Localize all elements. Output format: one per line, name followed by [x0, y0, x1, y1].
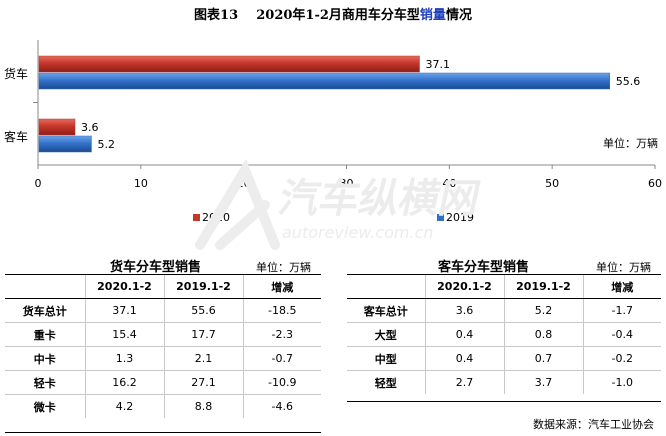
chart-unit-label: 单位：万辆 — [603, 136, 658, 150]
row-label: 微卡 — [5, 394, 86, 418]
table-cell: 2.7 — [425, 370, 505, 394]
table-row: 中型 0.4 0.7 -0.2 — [347, 346, 661, 371]
truck-table-title: 货车分车型销售 — [110, 260, 202, 275]
table-cell: 17.7 — [164, 322, 244, 347]
table-cell: 55.6 — [164, 298, 244, 323]
data-label: 3.6 — [81, 121, 99, 134]
table-cell: -18.5 — [243, 298, 321, 323]
bus-header-2020: 2020.1-2 — [425, 275, 505, 299]
bus-table: 2020.1-2 2019.1-2 增减 客车总计 3.6 5.2 -1.7 大型 0.4… — [347, 275, 661, 394]
table-cell: 4.2 — [85, 394, 165, 418]
bus-header-blank — [347, 275, 426, 299]
row-label: 大型 — [347, 322, 426, 347]
table-cell: 0.8 — [504, 322, 584, 347]
table-row: 轻型 2.7 3.7 -1.0 — [347, 370, 661, 394]
bar-2019 — [38, 72, 611, 90]
x-tick-label: 50 — [545, 177, 559, 190]
truck-header-change: 增减 — [243, 275, 321, 299]
table-row: 轻卡 16.2 27.1 -10.9 — [5, 370, 321, 395]
table-cell: -10.9 — [243, 370, 321, 395]
table-cell: 15.4 — [85, 322, 165, 347]
bus-header-2019: 2019.1-2 — [504, 275, 584, 299]
data-label: 55.6 — [616, 75, 641, 88]
bus-table-header-row: 2020.1-2 2019.1-2 增减 — [347, 275, 661, 299]
figure-title: 图表13 2020年1-2月商用车分车型销量情况 — [0, 4, 666, 23]
table-cell: 37.1 — [85, 298, 165, 323]
data-source-note: 数据来源：汽车工业协会 — [533, 418, 654, 431]
figure-title-main: 2020年1-2月商用车分车型 — [256, 8, 420, 23]
truck-table: 2020.1-2 2019.1-2 增减 货车总计 37.1 55.6 -18.5 重卡… — [5, 275, 321, 418]
table-cell: 3.7 — [504, 370, 584, 394]
table-cell: 27.1 — [164, 370, 244, 395]
bar-2020 — [38, 55, 420, 73]
row-label: 中型 — [347, 346, 426, 371]
table-row: 大型 0.4 0.8 -0.4 — [347, 322, 661, 347]
bus-header-change: 增减 — [583, 275, 661, 299]
x-tick-label: 10 — [134, 177, 148, 190]
table-cell: -0.2 — [583, 346, 661, 371]
row-label: 轻卡 — [5, 370, 86, 395]
table-cell: 2.1 — [164, 346, 244, 371]
row-label: 客车总计 — [347, 298, 426, 323]
category-label: 客车 — [4, 129, 28, 144]
bar-2019 — [38, 135, 92, 153]
table-cell: 16.2 — [85, 370, 165, 395]
table-row: 中卡 1.3 2.1 -0.7 — [5, 346, 321, 371]
truck-header-blank — [5, 275, 86, 299]
truck-header-2020: 2020.1-2 — [85, 275, 165, 299]
table-cell: 8.8 — [164, 394, 244, 418]
legend-swatch — [437, 214, 444, 221]
x-tick-label: 40 — [442, 177, 456, 190]
table-cell: -0.7 — [243, 346, 321, 371]
table-cell: -0.4 — [583, 322, 661, 347]
truck-table-unit: 单位：万辆 — [256, 261, 311, 274]
table-cell: 0.4 — [425, 322, 505, 347]
truck-header-2019: 2019.1-2 — [164, 275, 244, 299]
truck-table-frame — [5, 274, 321, 433]
bus-table-unit: 单位：万辆 — [596, 261, 651, 274]
truck-table-body: 货车总计 37.1 55.6 -18.5 重卡 15.4 17.7 -2.3 中卡 1.3 2.1-… — [5, 298, 321, 418]
bar-2020 — [38, 118, 76, 136]
table-cell: 0.7 — [504, 346, 584, 371]
x-tick-label: 60 — [648, 177, 662, 190]
table-cell: 3.6 — [425, 298, 505, 323]
table-cell: -1.7 — [583, 298, 661, 323]
bus-table-body: 客车总计 3.6 5.2 -1.7 大型 0.4 0.8 -0.4 中型 0.4 0.7 -0.2 轻型… — [347, 298, 661, 394]
row-label: 中卡 — [5, 346, 86, 371]
table-row: 客车总计 3.6 5.2 -1.7 — [347, 298, 661, 323]
table-cell: -2.3 — [243, 322, 321, 347]
row-label: 货车总计 — [5, 298, 86, 323]
legend-label: 2019 — [446, 211, 474, 224]
data-label: 37.1 — [426, 58, 451, 71]
table-cell: -1.0 — [611, 376, 633, 389]
legend-swatch — [193, 214, 200, 221]
category-label: 货车 — [4, 66, 28, 81]
table-row: 重卡 15.4 17.7 -2.3 — [5, 322, 321, 347]
x-tick-label: 30 — [340, 177, 354, 190]
table-row: 货车总计 37.1 55.6 -18.5 — [5, 298, 321, 323]
row-label: 轻型 — [347, 370, 426, 394]
row-label: 重卡 — [5, 322, 86, 347]
figure-title-suffix: 情况 — [445, 8, 472, 23]
figure-title-accent: 销量 — [419, 8, 446, 23]
x-tick-label: 0 — [35, 177, 42, 190]
watermark-text-en: autoreview.com.cn — [282, 223, 434, 242]
table-row: 微卡 4.2 8.8 -4.6 — [5, 394, 321, 418]
truck-table-header-row: 2020.1-2 2019.1-2 增减 — [5, 275, 321, 299]
table-cell: 5.2 — [504, 298, 584, 323]
table-cell: -4.6 — [271, 400, 293, 413]
bus-table-frame — [347, 274, 661, 402]
figure-title-prefix: 图表13 — [194, 8, 239, 23]
watermark-text-cn: 汽车纵横网 — [275, 174, 485, 221]
watermark-logo: 汽车纵横网 autoreview.com.cn — [195, 158, 485, 250]
table-cell: 1.3 — [85, 346, 165, 371]
data-label: 5.2 — [97, 138, 115, 151]
table-cell: 0.4 — [425, 346, 505, 371]
bus-table-title: 客车分车型销售 — [438, 260, 530, 275]
